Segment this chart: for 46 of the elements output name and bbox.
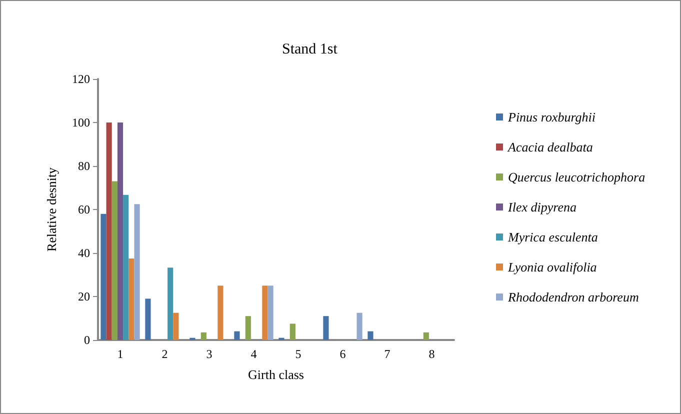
bar [117,122,124,340]
legend-label: Quercus leucotrichophora [508,170,646,184]
bar [234,331,240,340]
bar [106,122,112,340]
x-tick-label: 2 [162,347,168,361]
legend-label: Rhododendron arboreum [507,290,639,304]
legend-label: Lyonia ovalifolia [507,260,598,274]
bar [262,286,268,340]
x-tick-label: 3 [206,347,212,361]
y-axis-title: Relative desnity [44,166,59,252]
y-tick-label: 80 [78,159,90,173]
bar [200,332,206,340]
bar [356,312,362,340]
y-tick-label: 0 [84,333,90,347]
bar [423,332,429,340]
bar [218,286,224,340]
legend-label: Myrica esculenta [507,230,598,244]
y-tick-label: 60 [78,202,90,216]
y-tick-label: 20 [78,290,90,304]
bar [268,286,274,340]
bar [245,316,251,340]
bar [128,258,134,340]
x-tick-label: 6 [340,347,346,361]
x-tick-label: 8 [428,347,435,361]
bar [100,214,106,340]
legend-label: Ilex dipyrena [507,200,577,214]
y-tick-label: 40 [78,246,90,260]
x-tick-label: 1 [117,347,124,361]
x-tick-label: 4 [250,347,257,361]
bar [173,312,179,340]
y-tick-label: 100 [72,116,90,130]
chart-title: Stand 1st [282,42,338,58]
y-tick-label: 120 [72,72,90,86]
bar [323,316,329,340]
x-tick-label: 7 [384,347,390,361]
bar [123,194,129,340]
x-tick-label: 5 [295,347,302,361]
bar [134,204,140,340]
bar [368,331,374,340]
legend-label: Acacia dealbata [507,140,594,154]
bar [145,298,151,340]
bar [290,324,296,340]
bar [112,181,118,340]
legend-label: Pinus roxburghii [507,110,596,124]
bar [168,268,174,340]
x-axis-title: Girth class [248,367,304,382]
